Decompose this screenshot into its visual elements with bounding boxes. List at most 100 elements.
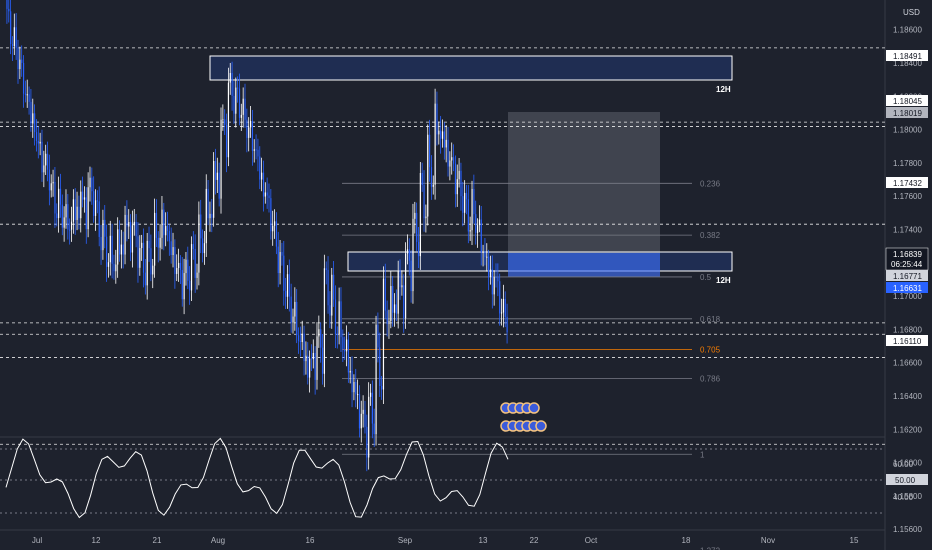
candle-body [429,134,431,168]
candle-body [183,273,185,300]
candle-body [329,305,331,316]
candle-body [264,192,266,197]
candle-body [349,370,351,373]
price-tick-label: 1.18600 [893,26,922,35]
badge-level-7 [886,335,928,346]
candle-body [484,251,486,258]
price-tick-label: 1.17800 [893,159,922,168]
candle-body [133,221,135,226]
candle-body [34,113,36,133]
candle-body [17,47,19,70]
candle-body [340,301,342,338]
candle-body [320,329,322,348]
candle-body [72,199,75,222]
candle-body [74,199,76,220]
flag-icon[interactable] [535,420,547,432]
candle-body [174,247,176,274]
candle-body [379,347,381,386]
price-tick-label: 1.17400 [893,226,922,235]
candle-body [395,304,397,314]
candle-body [98,201,100,237]
candle-body [159,237,161,248]
badge-level-2 [886,95,928,106]
candle-body [283,255,285,291]
candle-body [43,165,45,173]
candle-body [388,321,390,325]
badge-level-5-text: 1.16771 [893,272,922,281]
candle-body [120,244,122,255]
candle-body [85,197,87,230]
candle-body [358,394,361,429]
candle-body [165,225,167,236]
flag-icon[interactable] [528,402,540,414]
candle-body [294,301,296,317]
supply-zone-12h[interactable] [209,55,733,81]
candle-body [371,392,373,424]
fib-retracement[interactable]: 0.236 0.382 0.5 0.618 0.705 0.786 1 1.272 [342,179,721,550]
candle-body [107,262,110,267]
candle-body [102,219,104,251]
candle-body [227,82,230,158]
candle-body [462,196,464,213]
date-label: 15 [850,536,859,545]
candle-body [441,131,444,139]
candle-body [347,339,350,373]
candle-body [421,173,423,185]
candle-body [222,119,224,121]
candle-body [456,179,458,195]
price-tick-label: 1.15600 [893,525,922,534]
economic-events[interactable] [500,402,547,432]
candle-body [277,246,279,274]
candle-body [67,204,69,230]
candle-body [360,413,362,429]
candle-body [190,244,193,291]
candle-body [126,214,128,227]
price-axis[interactable]: USD 1.186001.184001.182001.180001.178001… [893,8,922,550]
date-label: 16 [306,536,315,545]
candle-body [410,260,412,292]
time-axis[interactable]: Jul 12 21 Aug 16 Sep 13 22 Oct 18 Nov 15 [32,536,859,545]
candle-body [438,130,440,135]
candle-body [224,119,226,125]
candle-body [403,285,405,319]
candle-body [131,225,134,253]
candle-body [152,265,154,275]
candle-body [146,240,148,286]
candle-body [96,200,99,202]
candle-body [189,280,191,291]
candle-body [111,235,113,264]
candle-body [41,141,43,173]
candle-body [290,296,292,323]
candle-body [150,248,152,275]
candle-body [369,392,372,397]
price-badges: 1.18491 1.18045 1.18019 1.17432 1.16839 … [885,50,929,485]
badge-level-3 [886,107,928,118]
fib-level-label: 0.786 [700,374,721,383]
candle-body [292,316,294,323]
badge-level-3-text: 1.18019 [893,109,922,118]
event-icons-row-2[interactable] [500,420,547,432]
projection-box[interactable] [508,112,660,277]
candle-body [118,229,121,255]
candle-body [21,59,23,63]
event-icons-row-1[interactable] [500,402,540,414]
date-label: Nov [761,536,775,545]
candle-body [281,252,283,256]
candle-body [22,62,25,94]
candle-body [419,173,421,257]
candle-body [65,204,67,218]
candle-body [314,352,316,380]
candle-body [373,423,375,435]
candle-body [185,259,187,274]
candle-body [464,192,466,213]
candle-body [454,163,457,195]
candle-body [406,249,409,254]
candle-body [61,204,63,228]
fib-level-label: 0.382 [700,231,721,240]
candle-body [257,149,259,157]
candle-body [214,161,217,180]
candle-body [46,153,49,170]
price-tick-label: 1.17600 [893,192,922,201]
candle-body [251,121,254,151]
